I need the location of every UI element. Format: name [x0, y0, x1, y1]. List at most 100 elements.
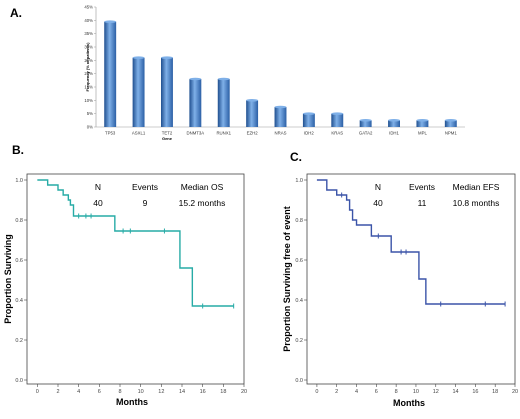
- panelB-y-tick-label: 0.4: [15, 298, 23, 304]
- panelC-x-tick-label: 6: [375, 389, 378, 395]
- panel-a-x-tick-label: NRAS: [275, 131, 287, 136]
- panel-a-y-tick-label: 10%: [84, 98, 93, 103]
- panelC-frame: [306, 173, 516, 385]
- panelC-y-tick-label: 1.0: [295, 178, 303, 184]
- panel-a-x-tick-label: IDH2: [304, 131, 314, 136]
- panelB-y-tick-label: 0.6: [15, 258, 23, 264]
- panelC-survival-curve: [316, 179, 506, 305]
- panelC-x-tick-label: 4: [355, 389, 358, 395]
- panel-a-y-tick-label: 45%: [84, 5, 93, 10]
- panelC-y-tick-label: 0.0: [295, 378, 303, 384]
- panel-a-x-tick-label: EZH2: [247, 131, 259, 136]
- panel-a-label: A.: [10, 6, 22, 20]
- panel-a-y-tick-label: 25%: [84, 58, 93, 63]
- panel-b-y-axis-label: Proportion Surviving: [3, 234, 13, 324]
- panel-c-stats-header-events: Events: [409, 182, 435, 192]
- bar-top-npm1: [444, 119, 457, 122]
- panel-c-stats-value-median: 10.8 months: [453, 198, 500, 208]
- panelB-y-tick-label: 1.0: [15, 178, 23, 184]
- panel-c-y-axis-label: Proportion Surviving free of event: [282, 206, 292, 352]
- panel-a-bar-chart: Frequency (% of patients) Gene 0% 5% 10% 15…: [84, 5, 465, 141]
- panel-b-stats-value-events: 9: [143, 198, 148, 208]
- panel-b-x-axis-label: Months: [116, 397, 148, 407]
- panelC-y-tick-label: 0.2: [295, 338, 303, 344]
- panel-b-stats-value-median: 15.2 months: [179, 198, 226, 208]
- bar-tet2: [161, 57, 173, 127]
- bar-idh2: [302, 113, 315, 127]
- panel-a-y-tick-label: 0%: [87, 125, 93, 130]
- panelB-x-tick-label: 2: [56, 389, 59, 395]
- panelC-y-tick-label: 0.4: [295, 298, 303, 304]
- bar-top-tp53: [104, 20, 117, 23]
- bar-kras: [331, 113, 344, 127]
- bar-top-idh2: [302, 112, 315, 115]
- panel-a-y-tick-label: 35%: [84, 31, 93, 36]
- panel-a-x-tick-label: KRAS: [331, 131, 343, 136]
- panel-a-y-tick-label: 5%: [87, 111, 93, 116]
- panel-a-x-tick-label: MPL: [418, 131, 427, 136]
- panel-a-x-tick-label: DNMT3A: [187, 131, 205, 136]
- panel-b-label: B.: [12, 143, 24, 157]
- panelC-y-tick-label: 0.6: [295, 258, 303, 264]
- bar-top-runx1: [217, 77, 230, 81]
- panel-a-y-tick-label: 30%: [84, 45, 93, 50]
- panelB-y-tick-label: 0.8: [15, 218, 23, 224]
- panel-a-x-tick-label: RUNX1: [216, 131, 231, 136]
- panelC-x-tick-label: 20: [512, 389, 518, 395]
- panelB-x-tick-label: 18: [220, 389, 226, 395]
- bar-top-kras: [331, 112, 344, 115]
- panelC-x-tick-label: 0: [315, 389, 318, 395]
- panelB-y-tick-label: 0.0: [15, 378, 23, 384]
- bar-top-idh1: [388, 119, 400, 122]
- panel-a-x-axis-label: Gene: [162, 136, 173, 141]
- panelB-x-tick-label: 12: [158, 389, 164, 395]
- bar-top-nras: [274, 105, 287, 109]
- panel-c-stats-value-events: 11: [418, 198, 427, 208]
- panelB-x-tick-label: 20: [241, 389, 247, 395]
- panel-c-stats-header-median: Median EFS: [453, 182, 500, 192]
- panel-b-stats-header-events: Events: [132, 182, 158, 192]
- bar-nras: [274, 107, 287, 127]
- panel-c-stats-header-n: N: [375, 182, 381, 192]
- panelB-x-tick-label: 10: [138, 389, 144, 395]
- panel-a-y-tick-label: 15%: [84, 85, 93, 90]
- panelB-survival-curve: [37, 179, 234, 307]
- panelB-x-tick-label: 6: [98, 389, 101, 395]
- bar-top-ezh2: [246, 99, 259, 102]
- bar-gata2: [359, 120, 372, 127]
- panel-c-km-plot: Proportion Surviving free of event Month…: [282, 173, 518, 408]
- bar-idh1: [388, 120, 400, 127]
- panel-a-x-tick-label: NPM1: [445, 131, 458, 136]
- panel-a-x-tick-label: TET2: [162, 131, 173, 136]
- panelB-x-tick-label: 14: [179, 389, 185, 395]
- bar-runx1: [217, 79, 230, 127]
- panel-a-x-tick-label: IDH1: [389, 131, 399, 136]
- bar-top-tet2: [161, 56, 173, 59]
- bar-top-dnmt3a: [189, 77, 202, 81]
- bar-dnmt3a: [189, 79, 202, 127]
- bar-top-asxl1: [132, 56, 145, 59]
- panel-b-stats-header-median: Median OS: [181, 182, 224, 192]
- panelB-x-tick-label: 0: [36, 389, 39, 395]
- bar-top-gata2: [359, 119, 372, 122]
- panel-b-stats-header-n: N: [95, 182, 101, 192]
- panel-a-y-tick-label: 40%: [84, 18, 93, 23]
- panelB-x-tick-label: 4: [77, 389, 80, 395]
- panel-a-x-tick-label: ASXL1: [132, 131, 146, 136]
- panelC-x-tick-label: 8: [395, 389, 398, 395]
- panel-a-x-tick-label: GATA2: [359, 131, 373, 136]
- panelB-frame: [26, 173, 245, 385]
- panel-b-stats-value-n: 40: [93, 198, 103, 208]
- panel-c-stats-value-n: 40: [373, 198, 383, 208]
- panelC-y-tick-label: 0.8: [295, 218, 303, 224]
- panelB-x-tick-label: 16: [200, 389, 206, 395]
- panelC-x-tick-label: 12: [433, 389, 439, 395]
- panel-c-label: C.: [290, 150, 302, 164]
- panelB-x-tick-label: 8: [118, 389, 121, 395]
- bar-tp53: [104, 21, 117, 128]
- panel-a-y-axis-label: Frequency (% of patients): [85, 42, 90, 92]
- panelC-x-tick-label: 18: [492, 389, 498, 395]
- bar-mpl: [416, 120, 429, 127]
- panelB-y-tick-label: 0.2: [15, 338, 23, 344]
